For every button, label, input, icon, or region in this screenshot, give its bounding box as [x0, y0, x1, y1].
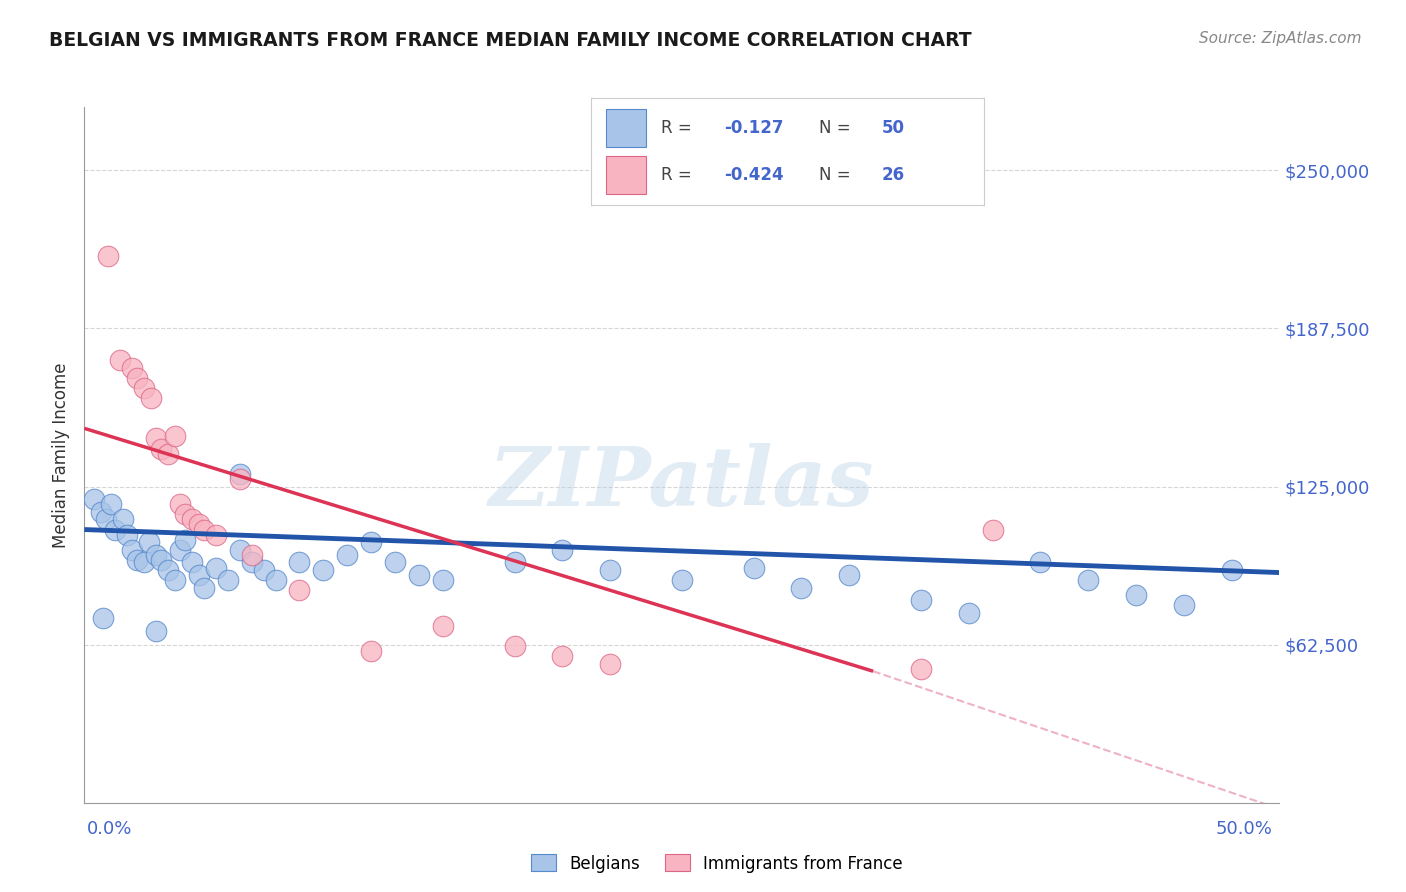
- Belgians: [253, 563, 276, 577]
- Belgians: [288, 556, 311, 570]
- Belgians: [599, 563, 621, 577]
- Immigrants from France: [228, 472, 252, 486]
- Bar: [606, 109, 645, 147]
- Belgians: [132, 556, 156, 570]
- Immigrants from France: [193, 523, 215, 537]
- Belgians: [90, 505, 112, 519]
- Belgians: [312, 563, 335, 577]
- Belgians: [157, 563, 180, 577]
- Immigrants from France: [141, 391, 163, 405]
- Immigrants from France: [360, 644, 382, 658]
- Immigrants from France: [169, 497, 191, 511]
- Legend: Belgians, Immigrants from France: Belgians, Immigrants from France: [524, 847, 910, 880]
- Immigrants from France: [205, 527, 228, 541]
- Belgians: [94, 512, 117, 526]
- Belgians: [100, 497, 122, 511]
- Immigrants from France: [981, 523, 1004, 537]
- Text: 50.0%: 50.0%: [1216, 820, 1272, 838]
- Immigrants from France: [125, 370, 148, 384]
- Immigrants from France: [149, 442, 172, 456]
- Belgians: [193, 581, 215, 595]
- Belgians: [145, 548, 167, 562]
- Text: R =: R =: [661, 166, 697, 184]
- Belgians: [264, 573, 287, 587]
- Immigrants from France: [910, 662, 932, 676]
- Belgians: [336, 548, 359, 562]
- Immigrants from France: [173, 508, 195, 522]
- Belgians: [121, 542, 143, 557]
- Text: ZIPatlas: ZIPatlas: [489, 442, 875, 523]
- Belgians: [360, 535, 382, 549]
- Belgians: [125, 553, 148, 567]
- Text: N =: N =: [818, 120, 856, 137]
- Belgians: [93, 611, 115, 625]
- Belgians: [1220, 563, 1243, 577]
- Belgians: [432, 573, 454, 587]
- Text: -0.127: -0.127: [724, 120, 785, 137]
- Belgians: [1077, 573, 1099, 587]
- Immigrants from France: [551, 648, 574, 663]
- Belgians: [742, 560, 765, 574]
- Belgians: [83, 492, 105, 507]
- Belgians: [228, 467, 252, 481]
- Bar: [606, 156, 645, 194]
- Belgians: [1125, 588, 1147, 602]
- Belgians: [180, 556, 202, 570]
- Immigrants from France: [110, 353, 132, 368]
- Belgians: [149, 553, 172, 567]
- Immigrants from France: [180, 512, 202, 526]
- Belgians: [1173, 599, 1195, 613]
- Immigrants from France: [165, 429, 187, 443]
- Y-axis label: Median Family Income: Median Family Income: [52, 362, 70, 548]
- Immigrants from France: [288, 583, 311, 598]
- Belgians: [173, 533, 195, 547]
- Immigrants from France: [132, 381, 156, 395]
- Belgians: [384, 556, 406, 570]
- Text: BELGIAN VS IMMIGRANTS FROM FRANCE MEDIAN FAMILY INCOME CORRELATION CHART: BELGIAN VS IMMIGRANTS FROM FRANCE MEDIAN…: [49, 31, 972, 50]
- Belgians: [790, 581, 813, 595]
- Belgians: [117, 527, 139, 541]
- Belgians: [551, 542, 574, 557]
- Immigrants from France: [188, 517, 211, 532]
- Text: 26: 26: [882, 166, 905, 184]
- Immigrants from France: [97, 249, 120, 263]
- Immigrants from France: [145, 432, 167, 446]
- Belgians: [111, 512, 134, 526]
- Immigrants from France: [503, 639, 526, 653]
- Text: Source: ZipAtlas.com: Source: ZipAtlas.com: [1198, 31, 1361, 46]
- Immigrants from France: [240, 548, 263, 562]
- Text: N =: N =: [818, 166, 856, 184]
- Text: -0.424: -0.424: [724, 166, 785, 184]
- Belgians: [169, 542, 191, 557]
- Belgians: [228, 542, 252, 557]
- Text: 0.0%: 0.0%: [87, 820, 132, 838]
- Text: 50: 50: [882, 120, 905, 137]
- Belgians: [188, 568, 211, 582]
- Immigrants from France: [432, 618, 454, 632]
- Belgians: [408, 568, 430, 582]
- Immigrants from France: [599, 657, 621, 671]
- Belgians: [217, 573, 239, 587]
- Belgians: [240, 556, 263, 570]
- Immigrants from France: [157, 447, 180, 461]
- Belgians: [1029, 556, 1052, 570]
- Belgians: [957, 606, 980, 620]
- Belgians: [910, 593, 932, 607]
- Belgians: [838, 568, 860, 582]
- Belgians: [205, 560, 228, 574]
- Belgians: [165, 573, 187, 587]
- Belgians: [145, 624, 167, 638]
- Belgians: [138, 535, 160, 549]
- Text: R =: R =: [661, 120, 697, 137]
- Immigrants from France: [121, 360, 143, 375]
- Belgians: [671, 573, 693, 587]
- Belgians: [104, 523, 127, 537]
- Belgians: [503, 556, 526, 570]
